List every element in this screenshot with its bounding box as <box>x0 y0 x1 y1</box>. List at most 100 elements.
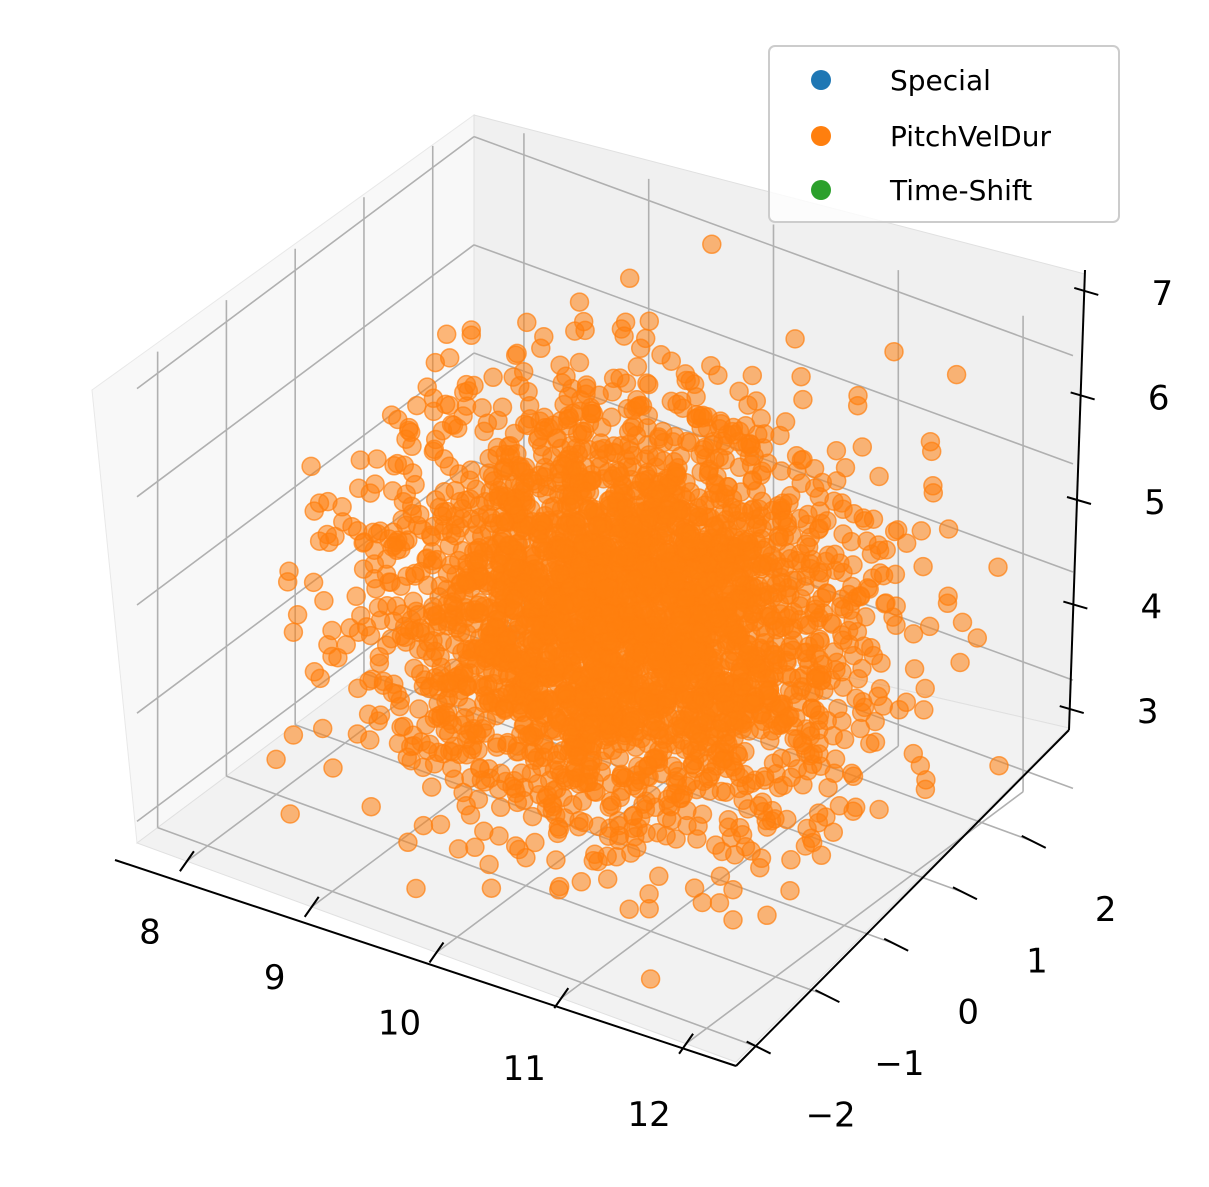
scatter-point-pitchveldur <box>869 466 889 487</box>
scatter-point-pitchveldur <box>914 700 934 720</box>
scatter-point-pitchveldur <box>903 624 924 644</box>
scatter-point-pitchveldur <box>469 495 489 516</box>
scatter-point-pitchveldur <box>539 770 560 791</box>
grid-line-z-back <box>473 135 1074 357</box>
scatter-point-pitchveldur <box>583 851 604 871</box>
scatter-point-pitchveldur <box>689 623 710 644</box>
scatter-point-pitchveldur <box>573 311 594 332</box>
scatter-point-pitchveldur <box>425 641 445 662</box>
scatter-point-pitchveldur <box>471 770 492 790</box>
scatter-point-pitchveldur <box>661 351 682 371</box>
scatter-point-pitchveldur <box>621 711 641 732</box>
x-tick-mark <box>553 987 570 1009</box>
z-tick-label: 4 <box>1141 588 1163 628</box>
scatter-point-pitchveldur <box>808 803 829 823</box>
scatter-point-pitchveldur <box>448 839 469 859</box>
scatter-point-pitchveldur <box>489 826 509 846</box>
scatter-point-pitchveldur <box>706 475 726 495</box>
scatter-point-pitchveldur <box>333 512 353 532</box>
scatter-point-pitchveldur <box>507 343 527 364</box>
scatter-point-pitchveldur <box>573 690 594 710</box>
scatter-point-pitchveldur <box>746 391 767 411</box>
scatter-point-pitchveldur <box>554 594 575 615</box>
y-tick-mark <box>1021 834 1047 849</box>
y-tick-label: 1 <box>1026 941 1048 981</box>
scatter-point-pitchveldur <box>498 535 519 555</box>
scatter-point-pitchveldur <box>502 558 523 578</box>
scatter-point-pitchveldur <box>691 462 711 482</box>
scatter-point-pitchveldur <box>923 483 944 503</box>
scatter-point-pitchveldur <box>832 662 852 682</box>
scatter-point-pitchveldur <box>389 696 410 717</box>
scatter-point-pitchveldur <box>479 854 499 875</box>
scatter-point-pitchveldur <box>676 370 696 391</box>
scatter-point-pitchveldur <box>698 407 718 427</box>
scatter-point-pitchveldur <box>692 892 713 913</box>
scatter-point-pitchveldur <box>505 836 526 856</box>
scatter-point-pitchveldur <box>680 637 700 658</box>
scatter-point-pitchveldur <box>425 429 446 450</box>
scatter-point-pitchveldur <box>649 866 669 887</box>
scatter-point-pitchveldur <box>608 666 628 686</box>
x-tick-mark <box>179 850 195 872</box>
scatter-point-pitchveldur <box>598 631 619 652</box>
y-tick-label: 2 <box>1095 890 1117 930</box>
scatter-point-pitchveldur <box>707 608 728 629</box>
scatter-point-pitchveldur <box>786 461 807 482</box>
scatter-point-pitchveldur <box>572 534 593 554</box>
scatter-point-pitchveldur <box>710 866 731 886</box>
scatter-point-pitchveldur <box>591 433 611 453</box>
scatter-point-pitchveldur <box>718 810 739 830</box>
scatter-point-pitchveldur <box>490 580 510 601</box>
scatter-point-pitchveldur <box>752 461 772 481</box>
scatter-point-pitchveldur <box>723 910 743 930</box>
scatter-point-pitchveldur <box>712 683 732 704</box>
scatter-point-pitchveldur <box>689 732 709 752</box>
scatter-point-pitchveldur <box>911 521 932 541</box>
scatter-point-pitchveldur <box>570 555 590 576</box>
scatter-point-pitchveldur <box>712 751 732 771</box>
scatter-point-pitchveldur <box>367 449 387 469</box>
scatter-point-pitchveldur <box>841 531 862 552</box>
scatter-point-pitchveldur <box>666 570 687 591</box>
scatter-point-pitchveldur <box>915 779 936 800</box>
scatter-point-pitchveldur <box>406 878 426 899</box>
scatter-point-pitchveldur <box>639 311 660 331</box>
scatter-point-pitchveldur <box>742 365 763 386</box>
scatter-point-pitchveldur <box>410 664 431 684</box>
scatter-point-pitchveldur <box>448 687 469 707</box>
scatter-point-pitchveldur <box>791 366 811 387</box>
scatter-point-pitchveldur <box>609 748 630 768</box>
scatter-point-pitchveldur <box>594 579 615 600</box>
scatter-point-pitchveldur <box>725 845 745 865</box>
scatter-point-pitchveldur <box>587 516 607 536</box>
scatter-point-pitchveldur <box>633 600 654 620</box>
scatter-point-pitchveldur <box>825 749 846 769</box>
scatter-point-pitchveldur <box>723 879 743 900</box>
scatter-point-pitchveldur <box>370 705 391 725</box>
scatter-point-pitchveldur <box>645 640 665 661</box>
scatter-point-pitchveldur <box>522 806 543 827</box>
scatter-point-pitchveldur <box>533 421 554 441</box>
z-tick-mark <box>1066 496 1092 505</box>
scatter-point-pitchveldur <box>641 785 662 805</box>
scatter-point-pitchveldur <box>360 483 381 503</box>
scatter-point-pitchveldur <box>433 744 454 764</box>
scatter-point-pitchveldur <box>502 643 523 663</box>
scatter-point-pitchveldur <box>658 505 679 526</box>
grid-line-z-left <box>136 244 475 498</box>
scatter-point-pitchveldur <box>750 719 771 740</box>
scatter-point-pitchveldur <box>609 830 629 850</box>
scatter-point-pitchveldur <box>868 686 888 707</box>
scatter-point-pitchveldur <box>800 553 820 574</box>
legend-label-pitchveldur: PitchVelDur <box>890 120 1051 153</box>
y-tick-mark <box>952 886 978 901</box>
scatter-point-pitchveldur <box>626 425 647 446</box>
scatter-point-pitchveldur <box>503 495 523 516</box>
scatter-point-pitchveldur <box>938 519 959 539</box>
grid-line-z-left <box>136 135 475 390</box>
scatter-point-pitchveldur <box>493 461 513 481</box>
scatter-point-pitchveldur <box>456 795 476 816</box>
scatter-point-pitchveldur <box>848 669 869 689</box>
